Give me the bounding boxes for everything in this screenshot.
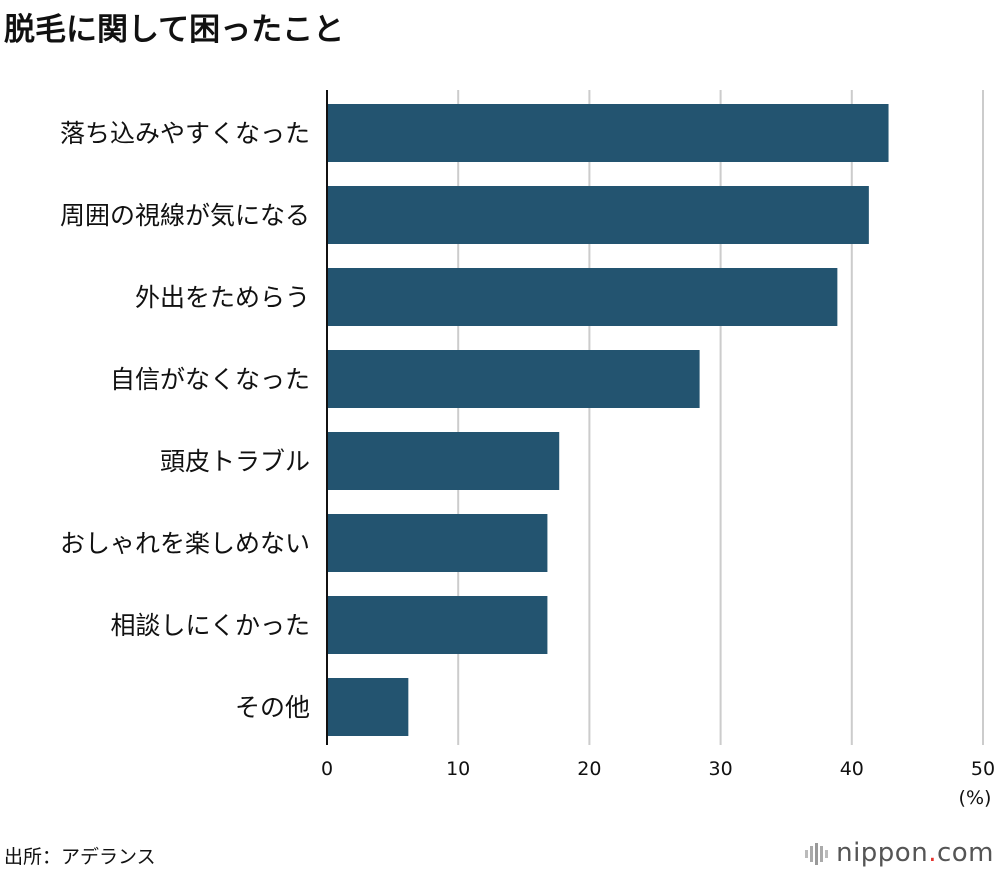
nippon-logo: nippon.com xyxy=(804,838,994,868)
bar xyxy=(327,350,700,408)
chart-title: 脱毛に関して困ったこと xyxy=(4,12,345,48)
category-label: 周囲の視線が気になる xyxy=(60,201,310,230)
logo-dot: . xyxy=(928,838,937,868)
bar xyxy=(327,514,548,572)
source-note: 出所：アデランス xyxy=(4,846,156,868)
category-label: 自信がなくなった xyxy=(110,365,310,394)
logo-bars-icon xyxy=(805,842,829,865)
bar xyxy=(327,268,838,326)
x-tick-label: 40 xyxy=(840,758,864,780)
x-tick-label: 30 xyxy=(709,758,733,780)
category-label: 外出をためらう xyxy=(135,283,310,312)
category-label: 頭皮トラブル xyxy=(160,447,310,476)
category-label: 落ち込みやすくなった xyxy=(60,119,310,148)
bar xyxy=(327,432,560,490)
category-label: 相談しにくかった xyxy=(110,611,310,640)
x-tick-label: 10 xyxy=(446,758,470,780)
logo-suffix: com xyxy=(936,838,994,868)
bar xyxy=(327,104,889,162)
x-tick-label: 50 xyxy=(971,758,995,780)
unit-label: (%) xyxy=(959,787,992,809)
logo-text: nippon xyxy=(836,838,929,868)
category-label: その他 xyxy=(235,693,310,722)
bar xyxy=(327,596,548,654)
bar xyxy=(327,186,869,244)
bar xyxy=(327,678,409,736)
x-tick-label: 20 xyxy=(577,758,601,780)
x-tick-label: 0 xyxy=(321,758,333,780)
category-label: おしゃれを楽しめない xyxy=(60,529,310,558)
